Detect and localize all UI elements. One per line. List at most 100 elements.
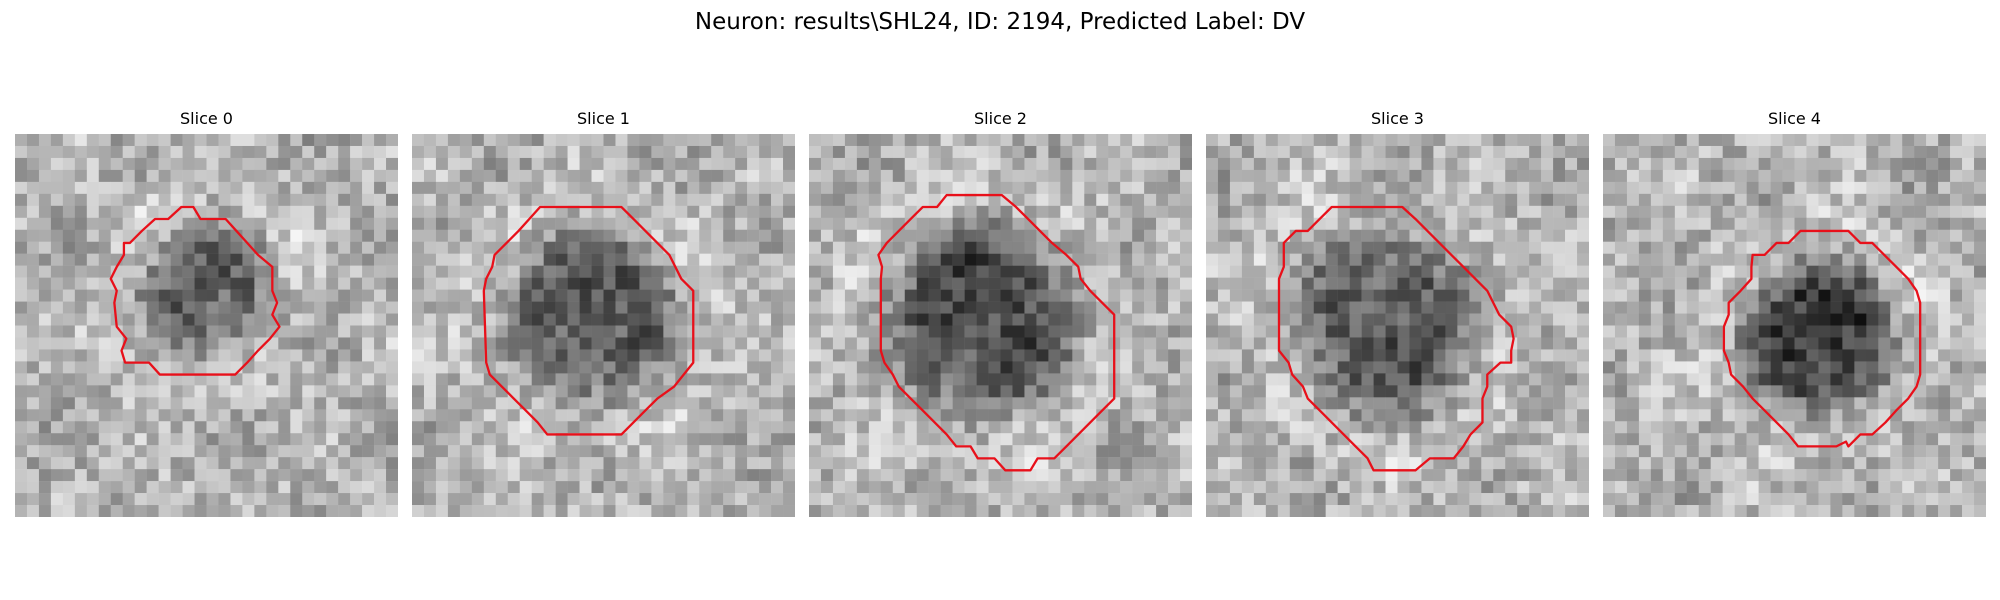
image-pixel xyxy=(1674,217,1688,230)
image-pixel xyxy=(1229,289,1243,302)
image-pixel xyxy=(1253,313,1267,326)
image-pixel xyxy=(15,433,28,446)
image-pixel xyxy=(928,313,941,326)
image-pixel xyxy=(15,325,28,338)
image-pixel xyxy=(1902,421,1915,434)
image-pixel xyxy=(651,157,664,171)
image-pixel xyxy=(1385,481,1398,494)
image-pixel xyxy=(856,193,870,207)
image-pixel xyxy=(206,193,219,207)
image-pixel xyxy=(266,457,279,470)
image-pixel xyxy=(362,134,375,147)
image-pixel xyxy=(1385,493,1398,506)
image-pixel xyxy=(1529,265,1542,278)
image-pixel xyxy=(663,145,676,159)
image-pixel xyxy=(15,205,28,219)
image-pixel xyxy=(1493,145,1506,159)
image-pixel xyxy=(206,337,219,350)
image-pixel xyxy=(134,193,147,207)
image-pixel xyxy=(1818,421,1831,434)
image-pixel xyxy=(687,445,700,458)
image-pixel xyxy=(26,313,40,326)
image-pixel xyxy=(38,313,52,326)
image-pixel xyxy=(1206,169,1219,183)
image-pixel xyxy=(1313,457,1326,470)
image-pixel xyxy=(723,469,736,482)
image-pixel xyxy=(735,421,748,434)
image-pixel xyxy=(1120,217,1133,230)
image-pixel xyxy=(1301,181,1314,195)
image-pixel xyxy=(74,229,88,242)
image-pixel xyxy=(1397,457,1410,470)
image-pixel xyxy=(1517,301,1530,314)
image-pixel xyxy=(1962,409,1975,422)
image-pixel xyxy=(531,361,544,374)
image-pixel xyxy=(1457,277,1470,290)
image-pixel xyxy=(242,265,255,278)
image-pixel xyxy=(783,469,795,482)
image-pixel xyxy=(1662,253,1676,266)
image-pixel xyxy=(651,253,664,266)
image-pixel xyxy=(663,445,676,458)
image-pixel xyxy=(62,217,76,230)
image-pixel xyxy=(194,493,207,506)
image-pixel xyxy=(483,193,497,207)
image-pixel xyxy=(1229,253,1243,266)
image-pixel xyxy=(1650,421,1664,434)
image-pixel xyxy=(1120,361,1133,374)
image-pixel xyxy=(1397,229,1410,242)
image-pixel xyxy=(1072,241,1085,254)
image-pixel xyxy=(1662,241,1676,254)
image-pixel xyxy=(182,409,195,422)
image-pixel xyxy=(495,169,508,183)
image-pixel xyxy=(1361,193,1374,207)
image-pixel xyxy=(809,505,822,517)
image-pixel xyxy=(1385,457,1398,470)
image-pixel xyxy=(350,505,363,517)
image-pixel xyxy=(1265,349,1279,362)
image-pixel xyxy=(290,349,303,362)
image-pixel xyxy=(952,157,965,171)
image-pixel xyxy=(928,397,941,410)
image-pixel xyxy=(1626,421,1640,434)
image-pixel xyxy=(1962,373,1975,386)
image-pixel xyxy=(1156,469,1169,482)
image-pixel xyxy=(627,337,640,350)
image-pixel xyxy=(412,277,425,290)
image-pixel xyxy=(170,349,183,362)
image-pixel xyxy=(326,301,339,314)
image-pixel xyxy=(1674,253,1688,266)
image-pixel xyxy=(423,301,437,314)
image-pixel xyxy=(1565,409,1578,422)
image-pixel xyxy=(1012,169,1025,183)
image-pixel xyxy=(1433,145,1446,159)
image-pixel xyxy=(1000,409,1013,422)
image-pixel xyxy=(543,373,556,386)
image-pixel xyxy=(62,253,76,266)
image-pixel xyxy=(62,421,76,434)
image-pixel xyxy=(1036,325,1049,338)
image-pixel xyxy=(603,421,616,434)
image-pixel xyxy=(86,445,100,458)
image-pixel xyxy=(615,277,628,290)
image-pixel xyxy=(483,445,497,458)
image-pixel xyxy=(844,445,858,458)
image-pixel xyxy=(1758,265,1771,278)
image-pixel xyxy=(904,493,917,506)
image-pixel xyxy=(86,493,100,506)
image-pixel xyxy=(1758,193,1771,207)
image-pixel xyxy=(1493,481,1506,494)
image-pixel xyxy=(976,373,989,386)
image-pixel xyxy=(15,445,28,458)
image-pixel xyxy=(1048,157,1061,171)
image-pixel xyxy=(1277,445,1291,458)
image-pixel xyxy=(555,409,568,422)
image-pixel xyxy=(579,301,592,314)
image-pixel xyxy=(687,505,700,517)
image-pixel xyxy=(302,361,315,374)
image-pixel xyxy=(627,361,640,374)
image-pixel xyxy=(471,169,485,183)
image-pixel xyxy=(1156,373,1169,386)
image-pixel xyxy=(86,241,100,254)
image-pixel xyxy=(50,169,64,183)
